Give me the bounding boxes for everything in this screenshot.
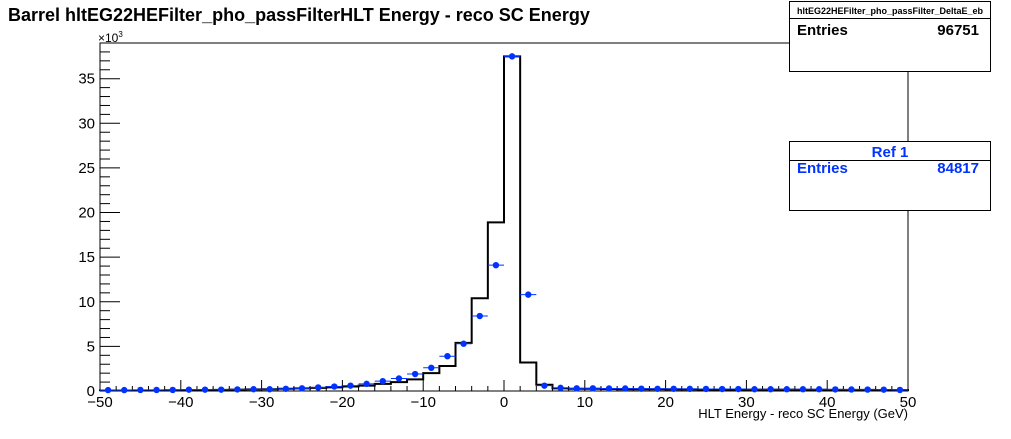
- stats-box-ref-divider: [790, 160, 990, 161]
- stats-box-main-entries-label: Entries: [797, 22, 848, 39]
- x-tick-label: −10: [410, 394, 435, 411]
- ref-point: [783, 386, 790, 393]
- chart-title: Barrel hltEG22HEFilter_pho_passFilterHLT…: [8, 5, 590, 25]
- stats-box-ref: Ref 1 Entries 84817: [789, 141, 991, 211]
- ref-point: [137, 386, 144, 394]
- ref-point: [815, 386, 823, 393]
- x-tick-label: 10: [576, 394, 593, 411]
- ref-point: [896, 386, 904, 394]
- y-tick-label: 5: [87, 338, 95, 355]
- ref-point: [670, 385, 677, 392]
- ref-point: [282, 385, 290, 392]
- ref-point: [508, 53, 516, 60]
- ref-point: [589, 385, 597, 392]
- stats-box-main-divider: [790, 18, 990, 19]
- ref-point: [654, 385, 661, 392]
- ref-point: [218, 386, 225, 393]
- x-tick-label: −20: [330, 394, 355, 411]
- y-tick-label: 30: [78, 115, 95, 132]
- ref-point: [266, 386, 273, 393]
- x-axis-label: HLT Energy - reco SC Energy (GeV): [698, 406, 908, 421]
- ref-point: [104, 386, 112, 394]
- ref-point: [718, 385, 726, 393]
- ref-point: [767, 386, 774, 393]
- x-tick-label: 20: [657, 394, 674, 411]
- stats-box-ref-entries-value: 84817: [937, 160, 979, 177]
- ref-point: [411, 370, 419, 378]
- ref-point: [541, 382, 548, 389]
- ref-point: [557, 384, 564, 392]
- stats-box-main: hltEG22HEFilter_pho_passFilter_DeltaE_eb…: [789, 1, 991, 72]
- ref-point: [395, 375, 403, 382]
- stats-box-main-entries-value: 96751: [937, 22, 979, 39]
- y-exponent-base: ×10: [98, 31, 119, 45]
- ref-point: [751, 386, 758, 393]
- ref-point: [298, 385, 306, 392]
- ref-point: [735, 385, 742, 393]
- ref-point: [331, 383, 338, 390]
- ref-point: [444, 353, 451, 360]
- ref-point: [234, 386, 241, 393]
- histogram-step-line: [99, 55, 909, 392]
- x-tick-label: −40: [168, 394, 193, 411]
- stats-box-ref-entries-label: Entries: [797, 160, 848, 177]
- ref-point: [686, 385, 694, 393]
- ref-point: [864, 386, 871, 393]
- x-tick-label: −30: [249, 394, 274, 411]
- ref-point: [250, 386, 257, 393]
- series-main: [99, 55, 909, 392]
- y-tick-label: 35: [78, 71, 95, 88]
- ref-point: [525, 291, 532, 298]
- y-axis: 0 5 10 15 20 25 30 35: [78, 42, 120, 400]
- ref-point: [832, 386, 839, 393]
- ref-point: [314, 384, 322, 391]
- x-tick-label: 0: [500, 394, 508, 411]
- ref-point: [573, 385, 580, 392]
- ref-point: [201, 386, 209, 393]
- ref-point: [363, 380, 370, 388]
- x-tick-label: −50: [87, 394, 112, 411]
- ref-point: [476, 312, 483, 320]
- ref-point: [428, 364, 435, 371]
- ref-point: [492, 261, 500, 269]
- y-tick-label: 10: [78, 294, 95, 311]
- ref-point: [169, 386, 176, 394]
- y-axis-multiplier: ×103: [98, 30, 123, 45]
- y-tick-label: 0: [87, 383, 95, 400]
- ref-point: [799, 386, 807, 393]
- ref-point: [605, 385, 613, 392]
- series-ref: [100, 53, 908, 394]
- ref-point: [379, 377, 386, 385]
- ref-point: [121, 386, 128, 394]
- ref-point: [347, 382, 354, 389]
- x-tick-label: 40: [819, 394, 836, 411]
- y-tick-label: 15: [78, 249, 95, 266]
- stats-box-main-title: hltEG22HEFilter_pho_passFilter_DeltaE_eb: [796, 6, 984, 16]
- x-axis: −50 −40 −30 −20 −10 0 10 20 30 40 50: [87, 380, 916, 411]
- ref-point: [880, 386, 887, 393]
- ref-point: [638, 385, 645, 392]
- ref-point: [460, 340, 467, 347]
- ref-point: [622, 385, 629, 392]
- ref-point: [153, 386, 160, 394]
- stats-box-ref-title: Ref 1: [871, 144, 909, 161]
- ref-point: [702, 385, 710, 393]
- y-tick-label: 25: [78, 160, 95, 177]
- y-tick-label: 20: [78, 205, 95, 222]
- x-tick-label: 30: [738, 394, 755, 411]
- y-exponent-power: 3: [118, 30, 123, 39]
- x-tick-label: 50: [900, 394, 917, 411]
- ref-point: [848, 386, 855, 393]
- ref-point: [185, 386, 193, 393]
